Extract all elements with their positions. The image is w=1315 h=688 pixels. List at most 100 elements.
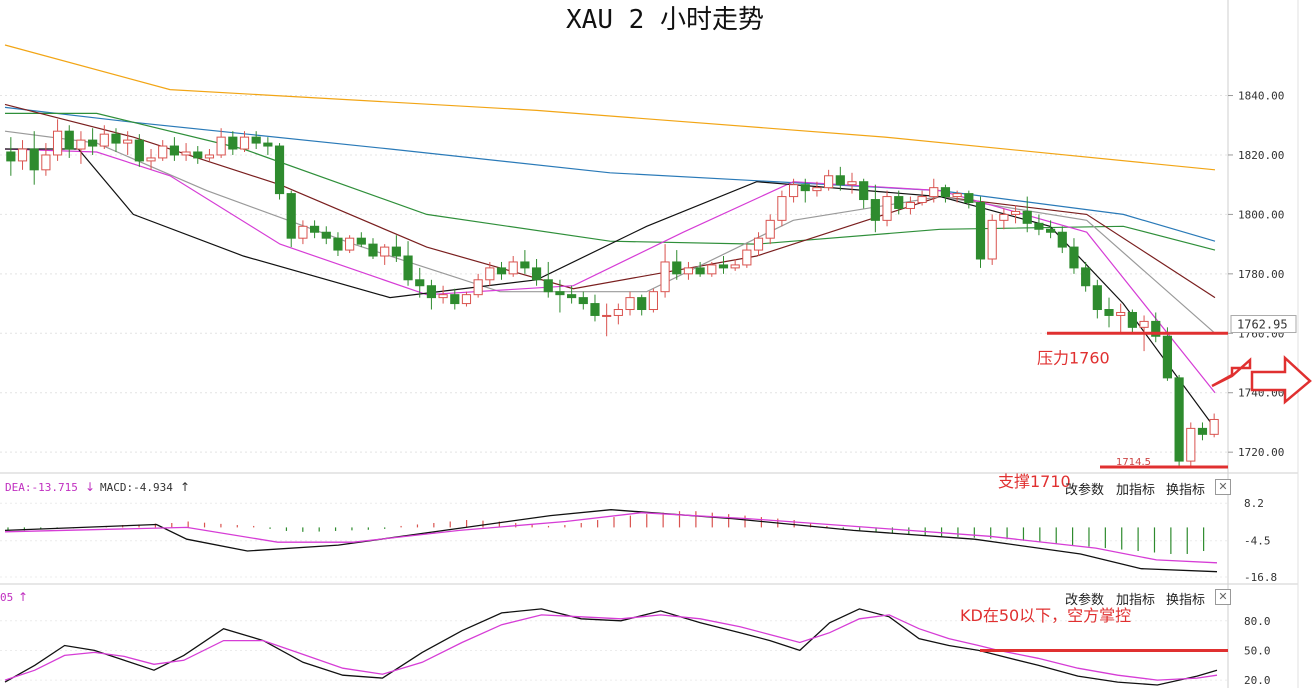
candle-body <box>870 199 880 221</box>
kd-tick-label: 80.0 <box>1244 615 1271 628</box>
macd-dea-legend: DEA:-13.715 <box>5 481 78 494</box>
candle-body <box>1127 311 1137 328</box>
candle-body <box>1057 231 1067 248</box>
macd-dif-line <box>4 509 1218 573</box>
candle-body <box>88 139 98 147</box>
candle-body <box>1174 377 1184 462</box>
candle-body <box>123 139 133 144</box>
current-price-box <box>1230 315 1297 334</box>
candle-body <box>543 279 553 293</box>
macd-panel: 8.2 -4.5 -16.8 <box>0 497 1277 584</box>
candle-body <box>1010 210 1021 215</box>
ma-black-line <box>5 148 1216 429</box>
candle-body <box>1139 320 1149 328</box>
candle-body <box>929 187 939 198</box>
candle-body <box>800 184 810 192</box>
arrow-right-icon <box>1250 355 1312 405</box>
candle-body <box>847 181 857 186</box>
candle-body <box>415 279 425 287</box>
candle-body <box>812 187 822 192</box>
macd-tick-label: -4.5 <box>1244 535 1271 548</box>
macd-value-arrow: ↑ <box>180 480 190 494</box>
kd-modify-params-button[interactable]: 改参数 <box>1065 593 1105 608</box>
kd-close-icon[interactable]: ✕ <box>1215 589 1231 605</box>
candle-body <box>76 139 86 150</box>
candle-body <box>707 264 717 275</box>
resistance-label: 压力1760 <box>1037 348 1110 367</box>
moving-average-lines <box>4 44 1216 429</box>
candle-body <box>29 148 39 171</box>
candle-body <box>111 133 121 144</box>
candle-body <box>380 246 390 257</box>
candle-body <box>193 151 203 159</box>
candle-body <box>158 145 168 159</box>
candle-body <box>310 225 320 233</box>
kd-k-line <box>4 608 1218 686</box>
ma-blue-line <box>4 106 1216 242</box>
candle-body <box>1092 285 1102 311</box>
kd-swap-indicator-button[interactable]: 换指标 <box>1166 593 1206 608</box>
candle-body <box>508 261 518 275</box>
candle-body <box>567 294 577 299</box>
macd-modify-params-button[interactable]: 改参数 <box>1065 483 1105 498</box>
candle-body <box>1209 418 1219 435</box>
candle-body <box>964 193 974 204</box>
candle-body <box>1197 427 1208 435</box>
candle-body <box>660 261 670 293</box>
candle-body <box>274 145 285 195</box>
kd-tick-label: 50.0 <box>1244 644 1271 657</box>
candle-body <box>485 267 495 281</box>
candle-body <box>531 267 542 281</box>
macd-close-icon[interactable]: ✕ <box>1215 479 1231 495</box>
macd-swap-indicator-button[interactable]: 换指标 <box>1166 483 1206 498</box>
candle-body <box>590 303 600 316</box>
candle-body <box>345 237 355 251</box>
candle-body <box>882 196 892 221</box>
candle-body <box>438 294 448 299</box>
candle-body <box>356 237 366 245</box>
current-price-label: 1762.95 <box>1237 318 1288 332</box>
kd-panel: 80.0 50.0 20.0 <box>0 608 1271 687</box>
candle-body <box>41 154 51 171</box>
candle-body <box>181 151 191 156</box>
macd-legend: DEA:-13.715 ↓ MACD:-4.934 ↑ <box>5 480 190 494</box>
candle-body <box>999 213 1009 221</box>
candle-body <box>496 267 507 275</box>
kd-legend-arrow: ↑ <box>18 590 28 604</box>
chart-title: XAU 2 小时走势 <box>566 5 764 35</box>
candle-body <box>52 130 63 156</box>
candle-body <box>940 187 951 198</box>
candle-body <box>1104 309 1114 316</box>
kd-add-indicator-button[interactable]: 加指标 <box>1116 593 1156 608</box>
macd-tick-label: -16.8 <box>1244 571 1277 584</box>
candle-body <box>859 181 869 201</box>
candle-body <box>286 193 296 239</box>
candle-body <box>613 309 623 316</box>
candle-body <box>917 196 927 204</box>
candle-body <box>64 130 74 150</box>
macd-add-indicator-button[interactable]: 加指标 <box>1116 483 1156 498</box>
candle-body <box>765 219 775 239</box>
ma-brown-line <box>4 103 1216 299</box>
candle-body <box>520 261 530 269</box>
candle-body <box>578 297 588 305</box>
price-tick-label: 1780.00 <box>1238 268 1284 281</box>
ma-magenta-line <box>4 148 1216 394</box>
candle-body <box>391 246 401 257</box>
candle-body <box>648 291 658 311</box>
candle-body <box>461 294 472 305</box>
price-tick-label: 1820.00 <box>1238 149 1284 162</box>
candle-body <box>905 202 915 209</box>
candle-body <box>134 139 144 162</box>
low-price-label: 1714.5 <box>1116 457 1151 468</box>
candle-body <box>298 225 308 239</box>
candle-body <box>239 136 250 150</box>
candle-body <box>403 255 413 281</box>
candle-body <box>473 279 483 296</box>
candle-body <box>146 157 156 162</box>
kd-legend: 05 <box>0 591 13 604</box>
candle-body <box>753 237 764 251</box>
candle-body <box>1081 267 1091 287</box>
macd-value-legend: MACD:-4.934 <box>100 481 173 494</box>
